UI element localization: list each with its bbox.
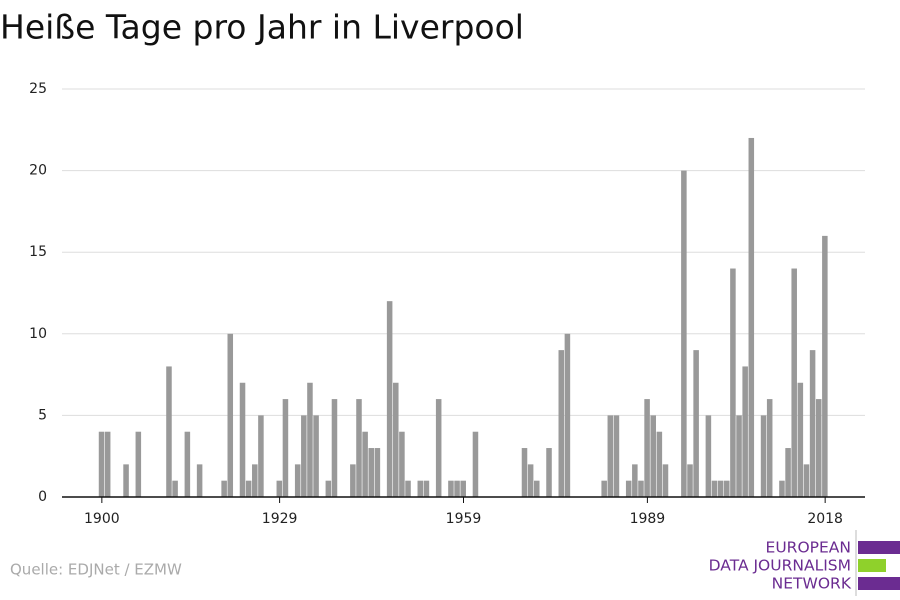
bar [135, 431, 142, 497]
bar [644, 399, 650, 497]
bar [533, 480, 540, 497]
bar [221, 480, 227, 497]
bar [325, 480, 332, 497]
bar [564, 333, 571, 497]
bar [607, 415, 614, 497]
logo-text: EUROPEAN [766, 539, 851, 557]
chart-title: Heiße Tage pro Jahr in Liverpool [0, 8, 524, 47]
logo-bar [858, 541, 900, 554]
x-tick-label: 1900 [84, 511, 120, 527]
y-tick-label: 25 [29, 81, 47, 97]
bar [742, 366, 748, 497]
y-tick-label: 5 [38, 407, 47, 423]
source: Quelle: EDJNet / EZMW [10, 561, 182, 579]
bar [368, 448, 375, 497]
x-tick-label: 1959 [446, 511, 482, 527]
bar [711, 480, 718, 497]
bar [687, 464, 693, 497]
bar [448, 480, 454, 497]
bar [779, 480, 785, 497]
bar [638, 480, 644, 497]
bar [760, 415, 767, 497]
bar [521, 448, 528, 497]
bar [736, 415, 742, 497]
bar [681, 170, 687, 497]
bar [435, 399, 442, 497]
bar [558, 350, 565, 497]
bar [785, 448, 791, 497]
bar [766, 399, 773, 497]
bar [393, 382, 399, 497]
logo-text: NETWORK [772, 575, 852, 593]
y-tick-label: 0 [38, 489, 47, 505]
bar [313, 415, 319, 497]
bar [546, 448, 552, 497]
bar [184, 431, 191, 497]
bar [809, 350, 816, 497]
bar [454, 480, 460, 497]
bar [472, 431, 479, 497]
bar [803, 464, 810, 497]
bar [417, 480, 424, 497]
bar [724, 480, 730, 497]
logo-text: DATA JOURNALISM [709, 557, 851, 575]
bar [527, 464, 534, 497]
logo-bar [858, 577, 900, 590]
bar [282, 399, 289, 497]
bar [650, 415, 656, 497]
bar [252, 464, 258, 497]
bar [625, 480, 632, 497]
bar [662, 464, 669, 497]
bar [748, 137, 755, 497]
bar [613, 415, 620, 497]
bar [331, 399, 338, 497]
bar [362, 431, 368, 497]
bar [245, 480, 252, 497]
bar [791, 268, 797, 497]
bar [717, 480, 724, 497]
bar [374, 448, 381, 497]
bar [460, 480, 466, 497]
bar [632, 464, 638, 497]
bar [294, 464, 301, 497]
bar [307, 382, 313, 497]
bar [656, 431, 663, 497]
bar [166, 366, 172, 497]
bar [258, 415, 264, 497]
bar [815, 399, 822, 497]
bar [196, 464, 203, 497]
y-tick-label: 10 [29, 326, 47, 342]
bar [104, 431, 111, 497]
x-tick-label: 1989 [630, 511, 666, 527]
logo-bar [858, 559, 886, 572]
x-tick-label: 1929 [262, 511, 298, 527]
bar [172, 480, 178, 497]
bar [301, 415, 307, 497]
bar [405, 480, 411, 497]
y-tick-label: 20 [29, 163, 47, 179]
bar [239, 382, 246, 497]
bar [705, 415, 712, 497]
bar [423, 480, 430, 497]
bar [123, 464, 129, 497]
bar [797, 382, 804, 497]
bar [356, 399, 362, 497]
bar [386, 301, 393, 497]
y-tick-label: 15 [29, 244, 47, 260]
bar [822, 235, 828, 497]
bar [601, 480, 607, 497]
bar [693, 350, 699, 497]
bar [730, 268, 736, 497]
x-tick-label: 2018 [807, 511, 843, 527]
bar [227, 333, 234, 497]
bar [399, 431, 405, 497]
bar [98, 431, 105, 497]
bar [350, 464, 356, 497]
bar [276, 480, 283, 497]
